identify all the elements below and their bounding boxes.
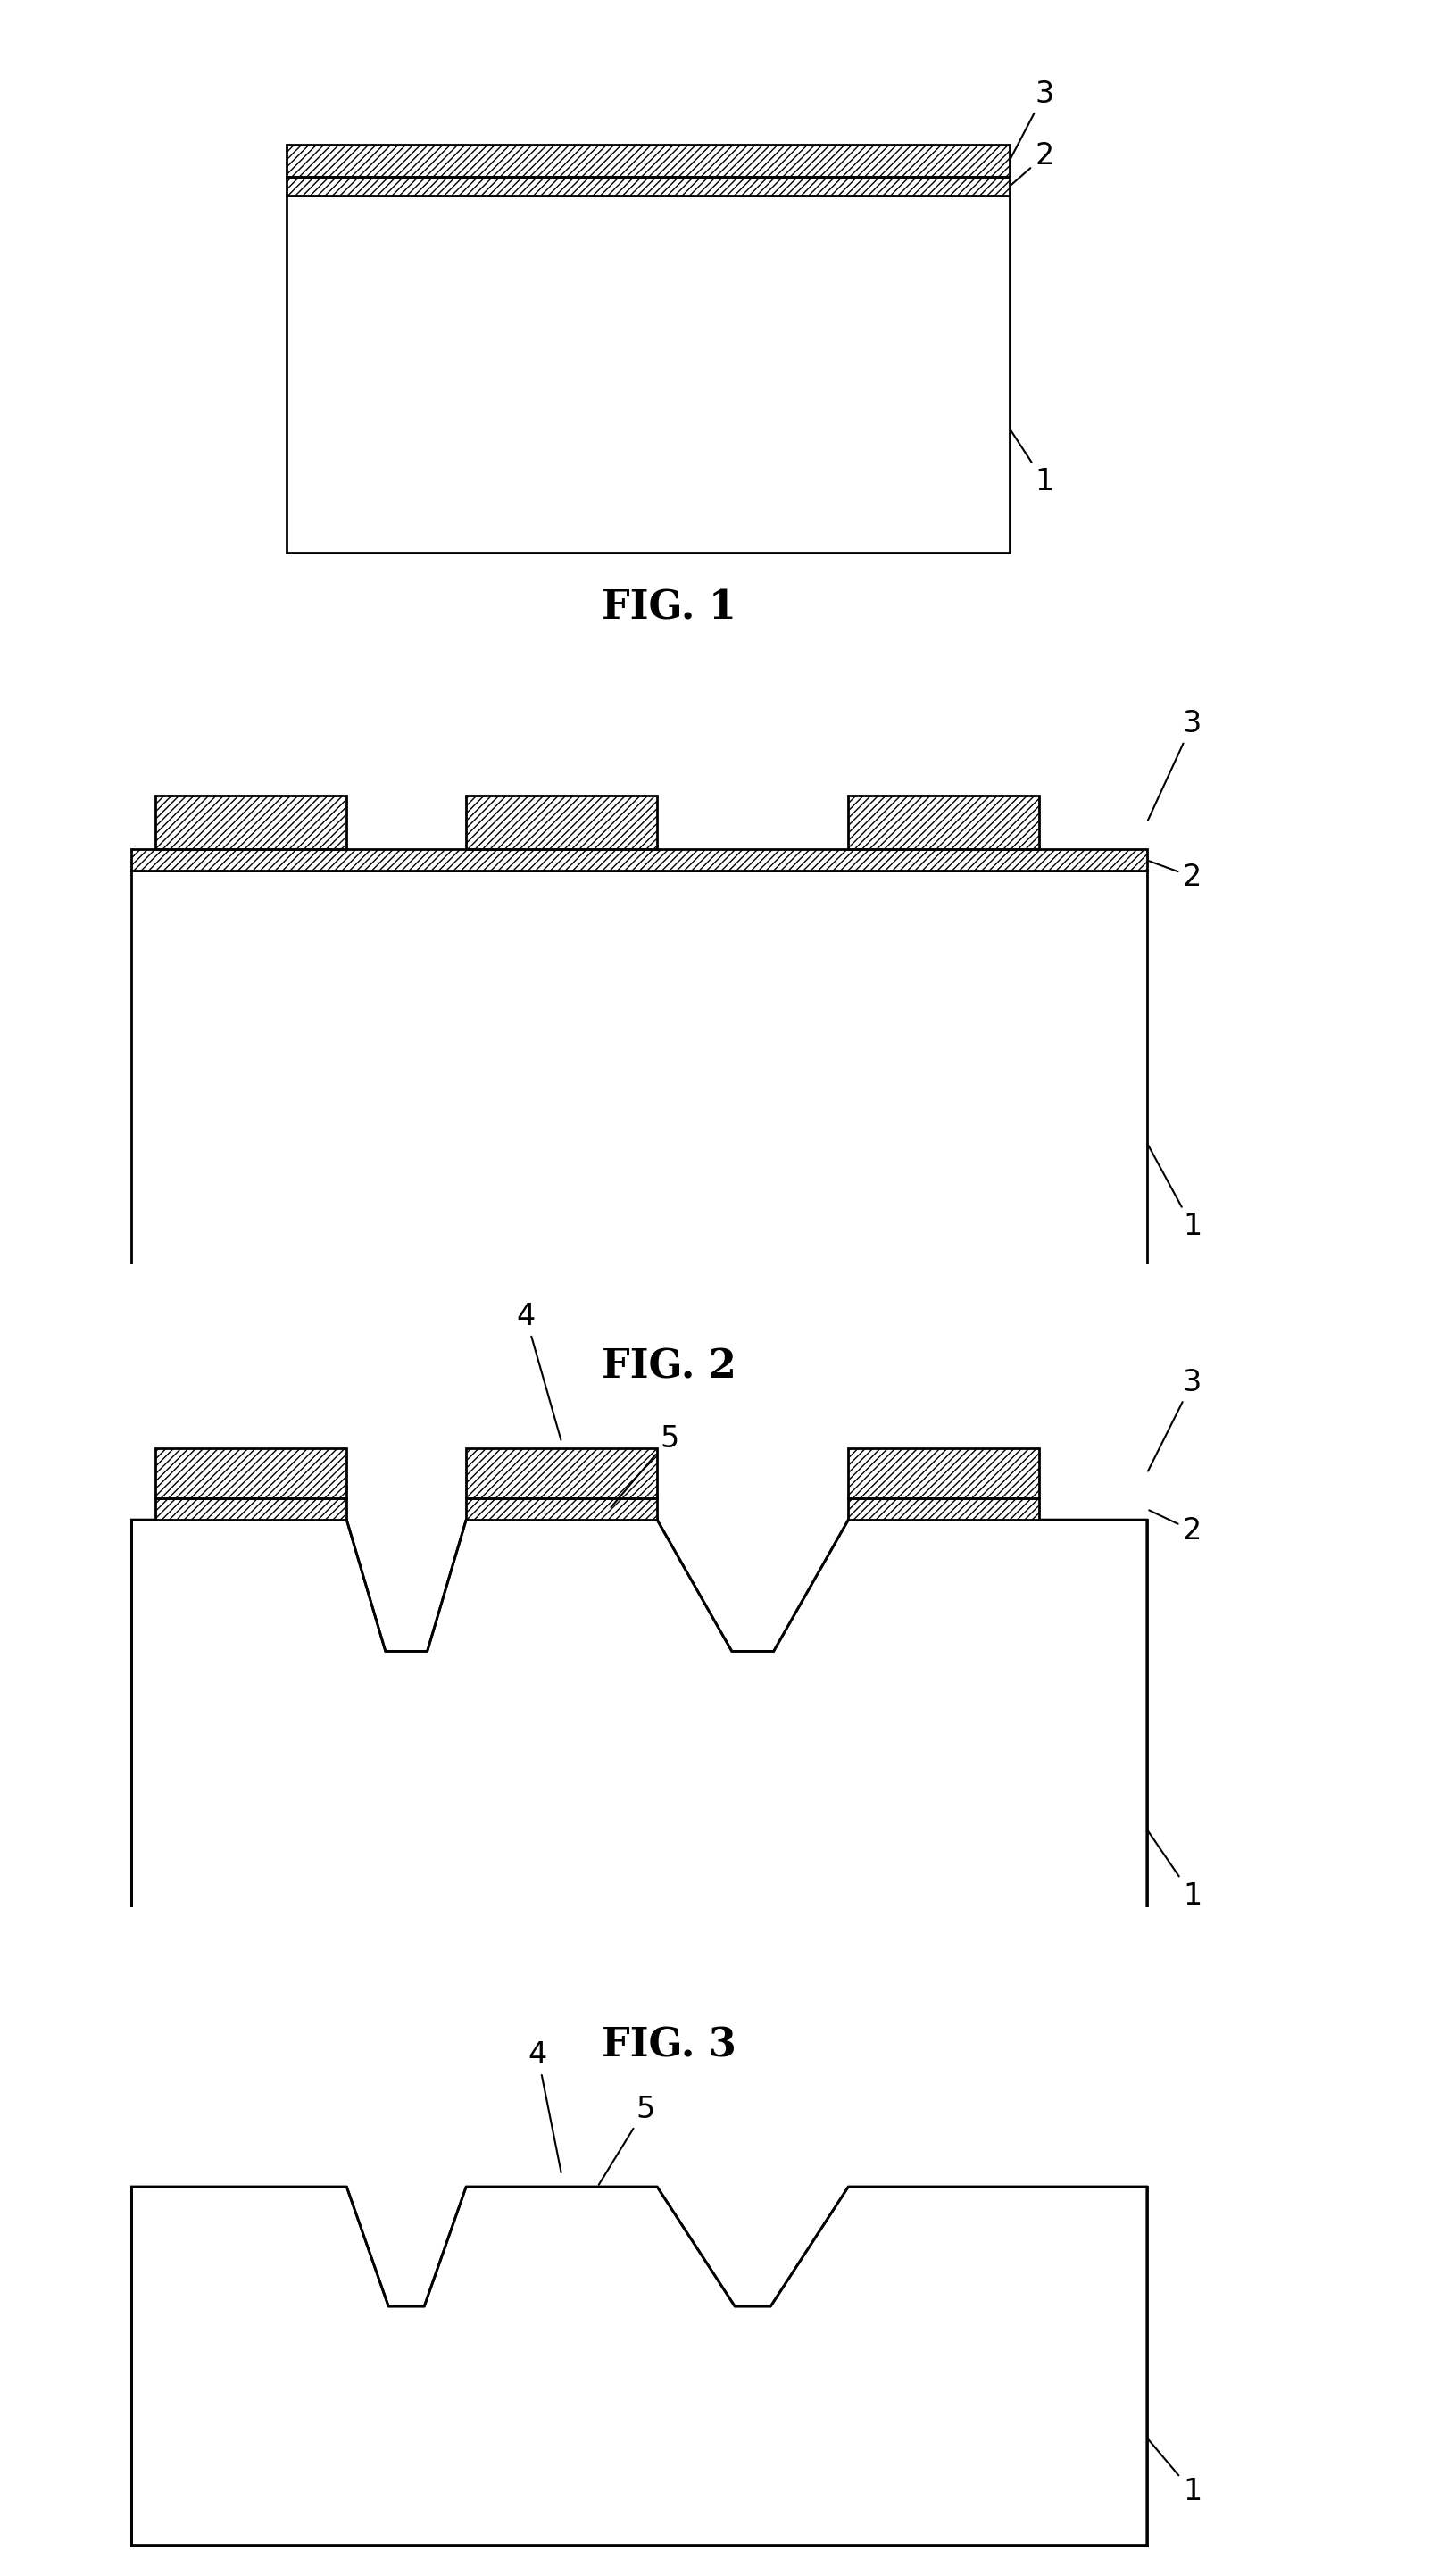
Bar <box>849 796 1039 850</box>
Bar <box>286 178 1009 196</box>
Text: 4: 4 <box>528 2040 561 2172</box>
Text: 1: 1 <box>1148 2439 1202 2506</box>
Text: FIG. 1: FIG. 1 <box>602 590 737 629</box>
Text: 2: 2 <box>1150 1510 1202 1546</box>
Text: 1: 1 <box>1148 1832 1202 1911</box>
Text: 3: 3 <box>1010 80 1053 160</box>
Bar <box>155 796 347 850</box>
Bar <box>466 796 658 850</box>
Text: 1: 1 <box>1148 1144 1202 1242</box>
Bar <box>849 1499 1039 1520</box>
Bar <box>155 1499 347 1520</box>
Text: FIG. 2: FIG. 2 <box>602 1347 737 1386</box>
Bar <box>286 144 1009 178</box>
Bar <box>849 1499 1039 1520</box>
Polygon shape <box>132 2187 1147 2545</box>
Bar <box>155 796 347 850</box>
Text: 2: 2 <box>1012 142 1053 185</box>
Bar <box>155 1448 347 1499</box>
Text: 5: 5 <box>612 1425 679 1507</box>
Polygon shape <box>132 1520 1147 1963</box>
Bar <box>466 1499 658 1520</box>
Bar <box>155 1448 347 1499</box>
Text: 3: 3 <box>1148 1368 1202 1471</box>
Text: 2: 2 <box>1150 860 1202 891</box>
Bar <box>466 1499 658 1520</box>
Bar <box>849 796 1039 850</box>
Bar <box>466 1448 658 1499</box>
Bar <box>132 871 1147 1288</box>
Bar <box>286 144 1009 178</box>
Bar <box>155 1499 347 1520</box>
Bar <box>849 1448 1039 1499</box>
Text: 5: 5 <box>599 2094 655 2184</box>
Bar <box>132 850 1147 871</box>
Bar <box>466 796 658 850</box>
Bar <box>849 1448 1039 1499</box>
Bar <box>286 178 1009 196</box>
Text: 1: 1 <box>1010 430 1053 497</box>
Bar <box>286 196 1009 554</box>
Bar <box>466 1448 658 1499</box>
Bar <box>132 850 1147 871</box>
Text: 3: 3 <box>1148 708 1202 819</box>
Text: FIG. 3: FIG. 3 <box>602 2027 737 2066</box>
Text: 4: 4 <box>517 1301 561 1440</box>
